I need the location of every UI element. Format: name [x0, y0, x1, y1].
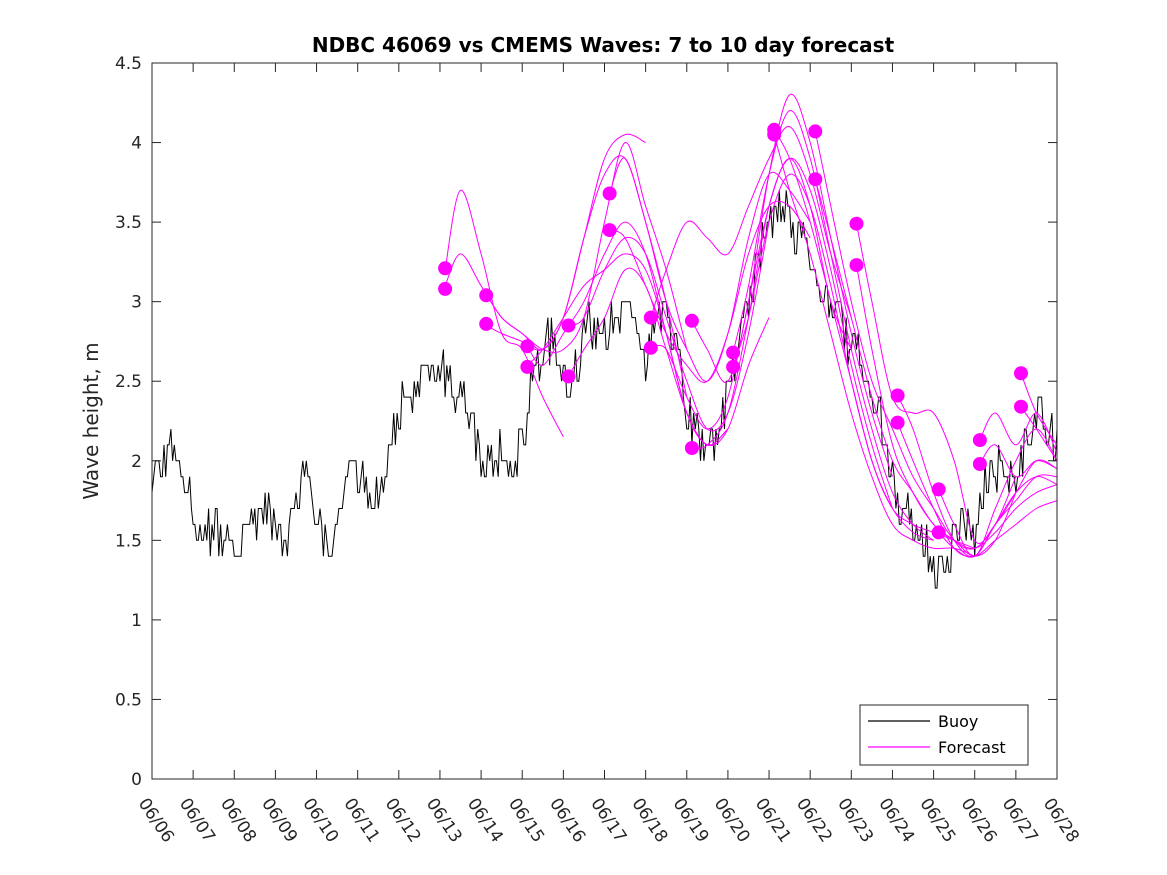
y-axis-label: Wave height, m: [79, 342, 103, 499]
forecast-marker: [684, 441, 699, 455]
forecast-run-10: [609, 200, 811, 383]
forecast-marker: [643, 310, 658, 325]
y-tick-label: 0: [131, 770, 142, 790]
forecast-run-18: [773, 134, 975, 557]
y-tick-label: 3.5: [115, 213, 142, 233]
forecast-marker: [438, 281, 453, 296]
forecast-marker: [767, 127, 782, 142]
y-tick-label: 4.5: [115, 54, 142, 74]
y-tick-label: 2: [131, 452, 142, 472]
forecast-marker: [972, 433, 987, 448]
forecast-run-26: [938, 476, 1058, 558]
y-tick-label: 1: [131, 611, 142, 631]
forecast-run-29: [1020, 373, 1058, 446]
forecast-marker: [520, 359, 535, 374]
forecast-run-1: [444, 189, 564, 438]
y-tick-label: 0.5: [115, 690, 142, 710]
forecast-marker: [561, 318, 576, 333]
legend: Buoy Forecast: [859, 704, 1029, 766]
forecast-run-28: [979, 444, 1058, 478]
forecast-run-3: [485, 142, 688, 353]
forecast-marker: [890, 388, 905, 403]
forecast-run-22: [856, 265, 1058, 549]
y-tick-label: 2.5: [115, 372, 142, 392]
forecast-run-13: [691, 93, 893, 477]
forecast-run-15: [732, 110, 934, 541]
forecast-marker: [726, 345, 741, 360]
y-tick-label: 4: [131, 134, 142, 154]
forecast-run-4: [485, 155, 688, 398]
forecast-run-27: [979, 412, 1058, 454]
forecast-marker: [602, 186, 617, 201]
forecast-run-20: [814, 179, 1017, 557]
chart-title: NDBC 46069 vs CMEMS Waves: 7 to 10 day f…: [312, 33, 895, 57]
forecast-marker: [931, 482, 946, 497]
forecast-marker: [972, 457, 987, 471]
legend-label-buoy: Buoy: [938, 712, 978, 731]
forecast-series: [444, 93, 1058, 558]
forecast-marker: [479, 288, 494, 303]
plot-area: [152, 63, 1057, 779]
forecast-marker: [438, 261, 453, 276]
forecast-marker: [561, 369, 576, 384]
forecast-run-21: [856, 223, 1058, 544]
y-tick-label: 1.5: [115, 531, 142, 551]
forecast-marker: [1014, 366, 1028, 381]
forecast-marker: [849, 216, 864, 231]
forecast-run-11: [650, 126, 852, 318]
forecast-marker: [602, 223, 617, 238]
legend-label-forecast: Forecast: [938, 738, 1006, 757]
forecast-marker: [684, 313, 699, 328]
forecast-marker: [849, 258, 864, 273]
forecast-marker: [643, 340, 658, 355]
forecast-marker: [890, 415, 905, 430]
forecast-marker: [931, 525, 946, 540]
forecast-marker: [808, 124, 823, 139]
forecast-start-markers: [438, 122, 1028, 540]
legend-box: [859, 704, 1029, 766]
forecast-marker: [1014, 399, 1028, 414]
forecast-marker: [726, 359, 741, 374]
y-tick-label: 3: [131, 293, 142, 313]
forecast-run-7: [568, 222, 770, 432]
forecast-marker: [479, 316, 494, 331]
y-axis-ticks: 0 0.5 1 1.5 2 2.5 3 3.5 4 4.5: [115, 54, 1057, 790]
forecast-marker: [520, 339, 535, 354]
forecast-run-19: [814, 131, 1017, 550]
forecast-marker: [808, 172, 823, 187]
